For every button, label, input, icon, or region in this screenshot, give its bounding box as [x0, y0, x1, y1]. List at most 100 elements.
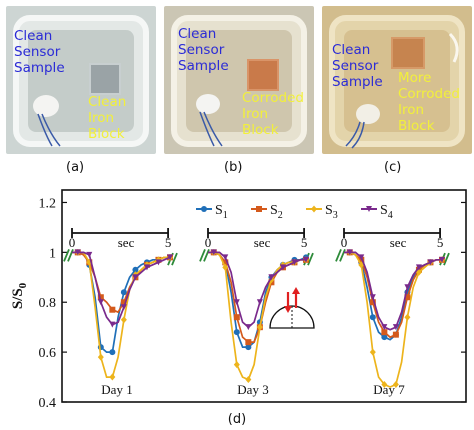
data-point [381, 334, 388, 341]
data-point [210, 249, 217, 256]
data-point [120, 304, 127, 311]
data-point [268, 274, 275, 281]
y-tick-label: 0.6 [39, 346, 57, 361]
data-point [303, 256, 309, 263]
time-bar-start: 0 [205, 235, 212, 250]
data-point [222, 254, 229, 261]
series-line-s4 [344, 251, 442, 331]
data-point [439, 256, 445, 263]
photo-a-right-label: Clean Iron Block [88, 94, 127, 142]
time-bar-start: 0 [341, 235, 348, 250]
data-point [201, 206, 207, 212]
time-bar-end: 5 [165, 235, 172, 250]
sensor-icon [269, 287, 315, 329]
photo-a: Clean Sensor Sample Clean Iron Block [6, 6, 156, 154]
data-point [311, 205, 317, 213]
data-point [404, 313, 411, 321]
data-point [381, 324, 388, 331]
data-point [132, 274, 139, 281]
data-point [369, 299, 376, 306]
data-point [233, 361, 240, 369]
time-bar-unit: sec [118, 235, 135, 250]
data-point [109, 373, 116, 381]
data-point [86, 251, 93, 258]
data-point [369, 294, 376, 301]
y-tick-label: 0.4 [39, 396, 57, 411]
data-point [245, 339, 252, 346]
data-point [155, 259, 162, 266]
axis-break-mark [443, 252, 450, 266]
data-point [381, 381, 388, 389]
photo-c-image [322, 6, 472, 154]
legend-label: S3 [325, 203, 338, 221]
data-point [74, 249, 81, 256]
photo-c-right-label: More Corroded Iron Block [398, 70, 460, 134]
data-point [245, 376, 252, 384]
data-point [109, 306, 116, 313]
data-point [233, 299, 240, 306]
data-point [381, 329, 388, 336]
photo-c-caption: (c) [384, 160, 402, 175]
legend-label: S1 [215, 203, 228, 221]
y-axis-label: S/S0 [10, 282, 29, 309]
data-point [233, 329, 240, 336]
data-point [120, 299, 127, 306]
arrow-up-icon [292, 287, 300, 294]
panel-label: Day 7 [373, 382, 405, 397]
data-point [120, 289, 127, 296]
data-point [392, 331, 399, 338]
data-point [392, 381, 399, 389]
data-point [415, 268, 422, 276]
data-point [279, 264, 286, 271]
data-point [222, 259, 229, 266]
axis-break-mark [335, 249, 342, 262]
data-point [392, 324, 399, 331]
data-point [245, 344, 252, 351]
data-point [245, 324, 252, 331]
data-point [404, 284, 411, 291]
panel-3: 0 5 sec Day 7 [335, 228, 450, 397]
data-point [346, 249, 353, 256]
photo-b-right-label: Corroded Iron Block [242, 90, 304, 138]
series-line-s3 [344, 251, 442, 388]
data-point [256, 299, 263, 306]
time-bar-unit: sec [254, 235, 271, 250]
photo-b: Clean Sensor Sample Corroded Iron Block [164, 6, 314, 154]
data-point [120, 316, 127, 324]
axis-break-mark [307, 252, 314, 266]
axis-break-mark [203, 249, 210, 262]
legend-label: S2 [270, 203, 283, 221]
data-point [233, 314, 240, 321]
y-tick-label: 1.2 [39, 196, 57, 211]
chart-caption: (d) [227, 412, 247, 427]
half-circle [269, 305, 315, 329]
photo-a-caption: (a) [66, 160, 85, 175]
sensor-response-chart: 0.4 0.6 0.8 1 1.2 S/S0 S1 S2 S3 S4 0 5 sec Day 1 0 5 sec… [10, 189, 467, 411]
data-point [256, 206, 262, 212]
panel-label: Day 1 [101, 382, 132, 397]
time-bar-end: 5 [437, 235, 444, 250]
data-point [427, 259, 434, 266]
panel-2: 0 5 sec Day 3 [199, 228, 314, 397]
time-bar-end: 5 [301, 235, 308, 250]
legend: S1 S2 S3 S4 [196, 203, 393, 221]
data-point [97, 353, 104, 361]
axis-break-mark [171, 252, 178, 266]
y-tick-label: 0.8 [39, 296, 57, 311]
y-tick-label: 1 [49, 246, 56, 261]
panel-label: Day 3 [237, 382, 268, 397]
data-point [358, 254, 365, 261]
plot-frame [61, 189, 467, 403]
data-point [132, 266, 139, 273]
axis-break-mark [199, 249, 206, 262]
data-point [222, 263, 229, 271]
data-point [366, 206, 372, 212]
data-point [109, 349, 116, 356]
data-point [291, 259, 298, 266]
photo-b-image [164, 6, 314, 154]
arrow-down-icon [284, 306, 292, 313]
data-point [97, 299, 104, 306]
data-point [86, 258, 93, 266]
axis-break-mark [63, 249, 70, 262]
time-bar-start: 0 [69, 235, 76, 250]
